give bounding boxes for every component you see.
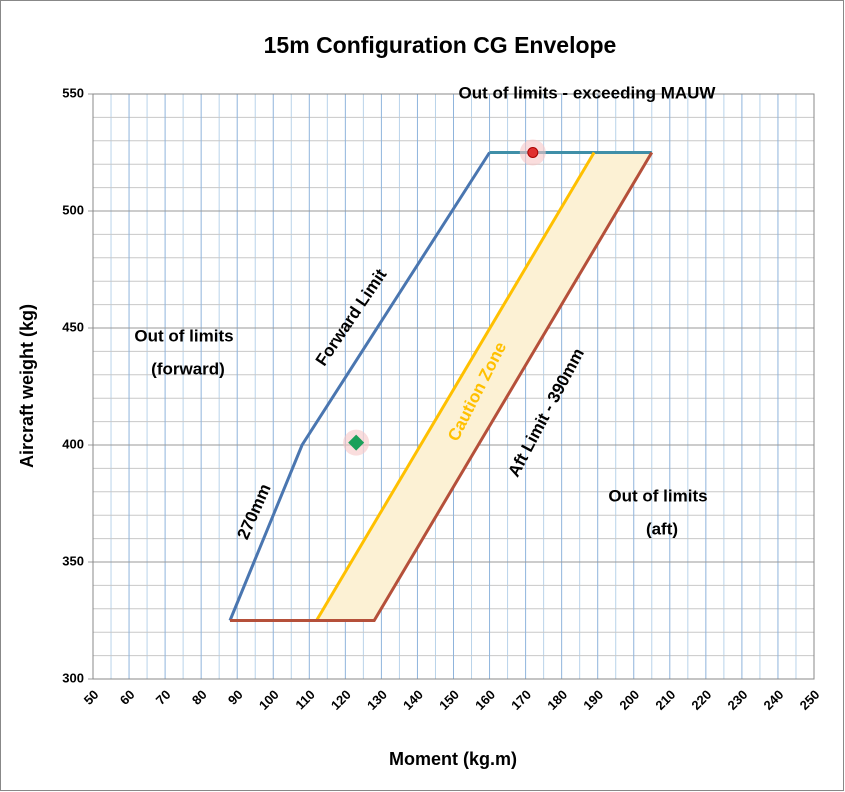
y-tick-label: 550 xyxy=(62,85,84,100)
y-tick-label: 450 xyxy=(62,319,84,334)
line xyxy=(315,151,596,622)
point xyxy=(348,434,365,451)
x-axis-label: Moment (kg.m) xyxy=(389,749,517,769)
caution-area xyxy=(316,152,652,621)
annotation: (aft) xyxy=(646,519,678,538)
y-tick-label: 300 xyxy=(62,670,84,685)
point xyxy=(527,147,539,158)
plot-border xyxy=(92,93,815,680)
y-tick-label: 400 xyxy=(62,436,84,451)
line xyxy=(229,151,654,622)
annotation: (forward) xyxy=(151,359,225,378)
annotation: Out of limits - exceeding MAUW xyxy=(459,83,717,102)
y-axis-label: Aircraft weight (kg) xyxy=(17,304,37,468)
annotation: Out of limits xyxy=(608,486,707,505)
chart-title: 15m Configuration CG Envelope xyxy=(264,32,617,58)
y-tick-label: 500 xyxy=(62,202,84,217)
line xyxy=(228,151,491,622)
annotation: Out of limits xyxy=(134,326,233,345)
y-tick-label: 350 xyxy=(62,553,84,568)
